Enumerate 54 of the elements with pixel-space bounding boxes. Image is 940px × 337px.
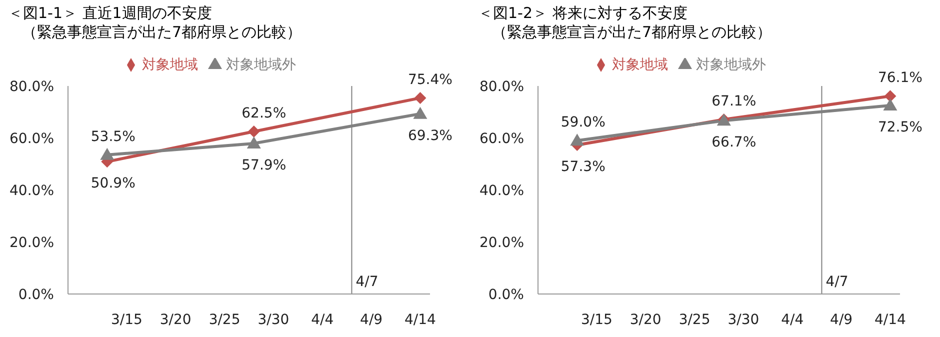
data-label: 76.1%: [878, 70, 922, 86]
x-tick-label: 3/20: [160, 312, 192, 328]
ref-line-label: 4/7: [356, 274, 378, 290]
y-tick-label: 0.0%: [18, 286, 54, 303]
point: [414, 92, 426, 104]
x-tick-label: 4/14: [874, 312, 906, 328]
data-label: 62.5%: [242, 106, 286, 122]
chart-subtitle: （緊急事態宣言が出た7都府県との比較）: [21, 23, 303, 42]
point: [100, 148, 114, 160]
data-label: 66.7%: [712, 134, 756, 151]
point: [248, 126, 260, 138]
point: [884, 90, 896, 102]
x-tick-label: 4/14: [404, 312, 436, 328]
chart-title: ＜図1-2＞ 将来に対する不安度: [478, 4, 688, 23]
x-tick-label: 4/9: [360, 312, 383, 328]
x-tick-label: 3/15: [110, 312, 142, 328]
x-tick-label: 3/20: [630, 312, 662, 328]
x-tick-label: 3/25: [678, 312, 710, 328]
x-tick-label: 4/4: [781, 312, 804, 328]
x-tick-label: 3/15: [580, 312, 612, 328]
x-tick-label: 3/25: [208, 312, 240, 328]
x-tick-label: 3/30: [258, 312, 290, 328]
chart-title: ＜図1-1＞ 直近1週間の不安度: [8, 4, 213, 23]
legend-label: 対象地域: [142, 57, 198, 73]
y-tick-label: 0.0%: [488, 286, 524, 303]
y-tick-label: 20.0%: [10, 234, 54, 251]
y-tick-label: 80.0%: [10, 78, 54, 95]
y-tick-label: 40.0%: [10, 182, 54, 199]
data-label: 72.5%: [878, 120, 922, 136]
x-tick-label: 3/30: [728, 312, 760, 328]
data-label: 57.3%: [560, 159, 606, 176]
chart-subtitle: （緊急事態宣言が出た7都府県との比較）: [491, 23, 773, 42]
data-label: 67.1%: [712, 94, 756, 110]
point: [413, 106, 428, 119]
x-tick-label: 4/9: [830, 312, 853, 328]
legend-label: 対象地域外: [696, 57, 766, 73]
legend-label: 対象地域外: [226, 57, 296, 73]
data-label: 59.0%: [560, 114, 606, 131]
y-tick-label: 80.0%: [480, 78, 524, 95]
data-label: 57.9%: [242, 157, 286, 174]
data-label: 50.9%: [90, 176, 136, 192]
ref-line-label: 4/7: [826, 274, 848, 290]
data-label: 69.3%: [408, 128, 452, 144]
point: [883, 98, 898, 110]
point: [246, 136, 261, 148]
legend-label: 対象地域: [612, 57, 668, 73]
y-tick-label: 60.0%: [480, 130, 524, 147]
y-tick-label: 40.0%: [480, 182, 524, 199]
y-tick-label: 60.0%: [10, 130, 54, 147]
y-tick-label: 20.0%: [480, 234, 524, 251]
point: [570, 134, 584, 146]
data-label: 53.5%: [90, 128, 136, 145]
x-tick-label: 4/4: [311, 312, 334, 328]
data-label: 75.4%: [408, 72, 452, 88]
